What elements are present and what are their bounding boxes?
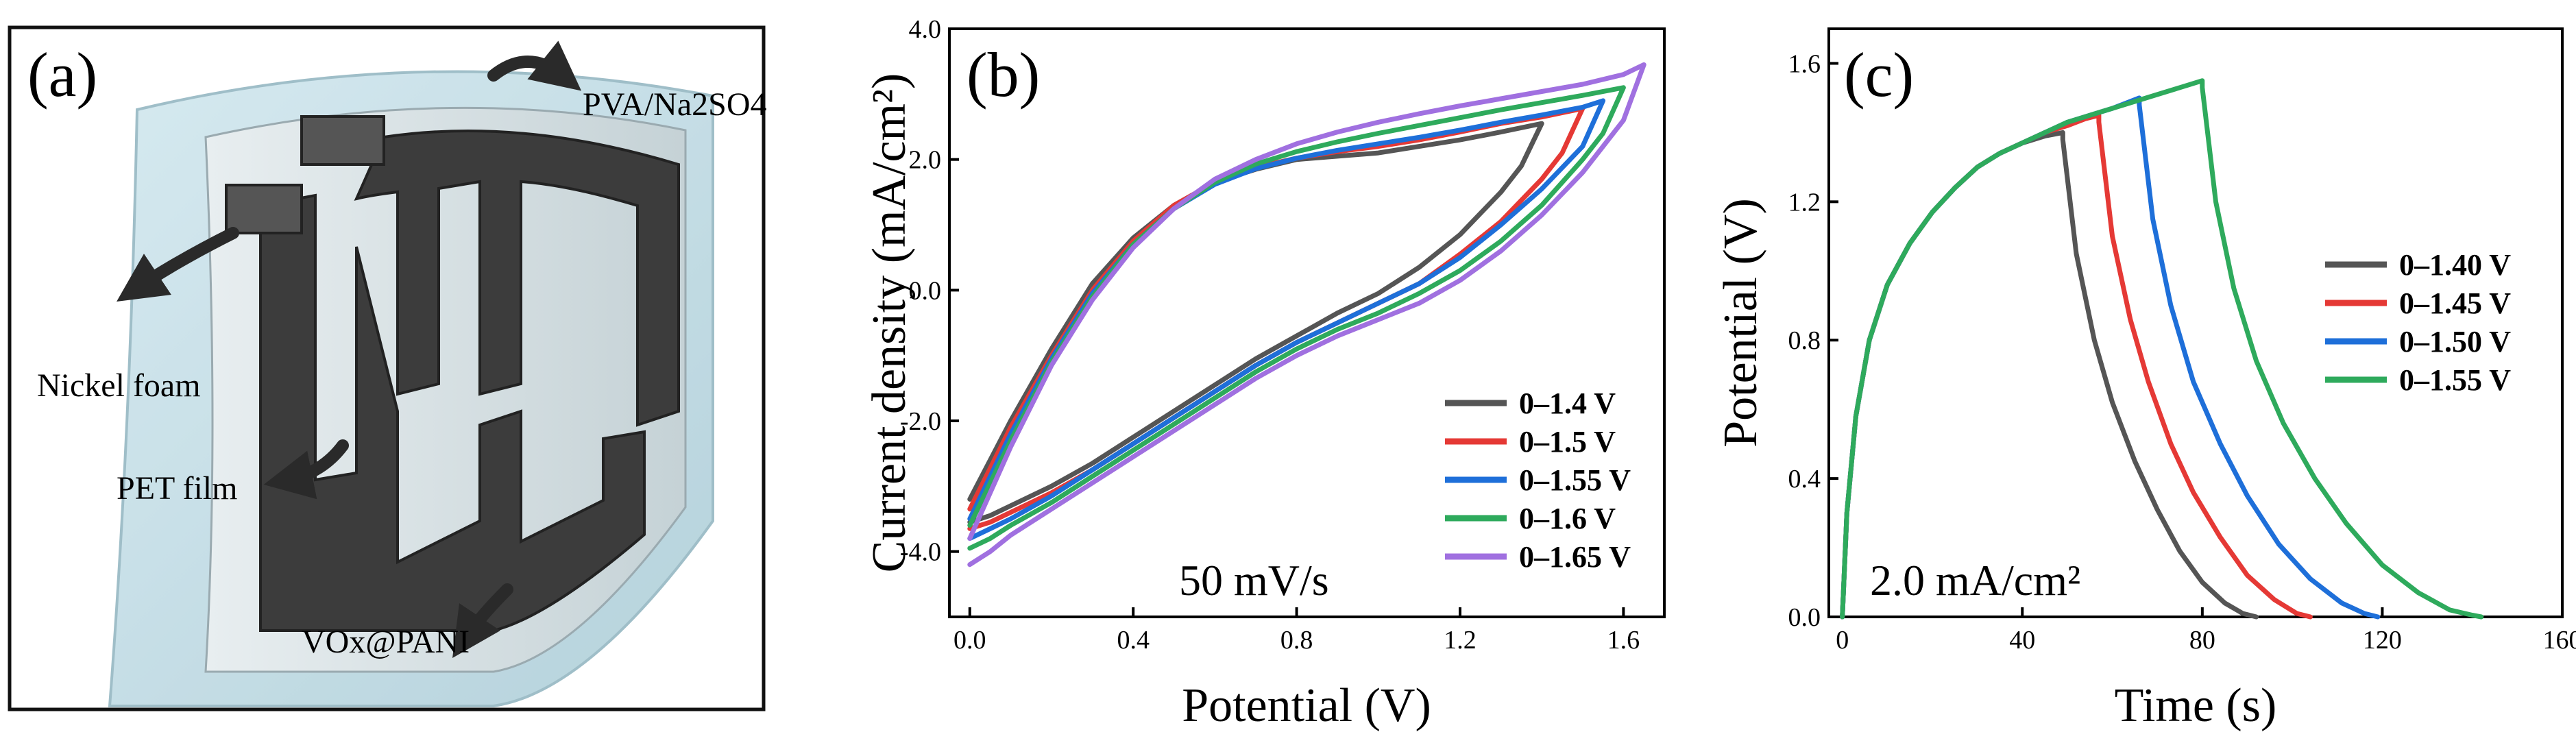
legend-entry-label: 0–1.65 V xyxy=(1519,540,1631,574)
arrow-nickel-foam xyxy=(117,227,239,302)
arrow-pet-film xyxy=(263,439,349,500)
panel-a-schematic xyxy=(8,25,766,711)
legend-entry-label: 0–1.4 V xyxy=(1519,387,1616,420)
series-line-1.4V xyxy=(967,121,1544,525)
label-pva-na2so4: PVA/Na2SO4 xyxy=(583,86,767,123)
y-tick-label: 1.6 xyxy=(1788,49,1821,78)
label-pet-film: PET film xyxy=(117,470,237,507)
cv-y-axis-label: Current density (mA/cm²) xyxy=(863,73,916,573)
y-tick-label: 0.8 xyxy=(1788,326,1821,355)
series-line-1.5V xyxy=(967,106,1585,531)
legend-entry-label: 0–1.55 V xyxy=(1519,463,1631,497)
series-line-1.4V xyxy=(1840,130,2259,620)
gcd-plot-frame xyxy=(1827,27,2564,618)
legend-entry-label: 0–1.45 V xyxy=(2399,287,2511,320)
legend-entry-label: 0–1.50 V xyxy=(2399,325,2511,358)
gcd-current-density-annotation: 2.0 mA/cm² xyxy=(1870,556,2080,605)
y-tick-label: 0.4 xyxy=(1788,465,1821,494)
y-tick-label: -4.0 xyxy=(900,538,941,567)
nickel-foam-contact-2 xyxy=(225,184,303,234)
x-tick-label: 0.4 xyxy=(1117,626,1150,655)
x-tick-label: 0.8 xyxy=(1280,626,1313,655)
y-tick-label: 0.0 xyxy=(909,276,942,305)
interdigitated-electrodes xyxy=(225,115,680,632)
label-nickel-foam: Nickel foam xyxy=(37,367,201,404)
label-voxpani: VOx@PANI xyxy=(302,624,470,660)
x-tick-label: 120 xyxy=(2363,626,2402,655)
x-tick-label: 160 xyxy=(2543,626,2576,655)
x-tick-label: 1.2 xyxy=(1444,626,1477,655)
cv-x-axis-label: Potential (V) xyxy=(1182,679,1431,732)
nickel-foam-contact-1 xyxy=(300,115,385,166)
arrow-pva xyxy=(487,40,582,91)
x-tick-label: 0.0 xyxy=(953,626,986,655)
gcd-y-axis-label: Potential (V) xyxy=(1714,198,1767,448)
legend-entry-label: 0–1.6 V xyxy=(1519,502,1616,535)
gcd-legend: 0–1.40 V 0–1.45 V 0–1.50 V 0–1.55 V xyxy=(2325,248,2511,397)
panel-a-label: (a) xyxy=(27,40,97,110)
legend-entry-label: 0–1.5 V xyxy=(1519,425,1616,459)
cv-series-lines xyxy=(967,62,1647,568)
pointer-arrows xyxy=(117,40,582,658)
cv-plot-frame xyxy=(948,27,1666,618)
y-tick-label: -2.0 xyxy=(900,407,941,436)
electrode-bottom xyxy=(259,193,646,632)
y-tick-label: 4.0 xyxy=(909,15,942,44)
cv-legend: 0–1.4 V 0–1.5 V 0–1.55 V 0–1.6 V 0–1.65 V xyxy=(1445,387,1631,574)
x-tick-label: 80 xyxy=(2189,626,2215,655)
cv-chart: 0.0 0.4 0.8 1.2 1.6 -4.0 -2.0 0.0 2.0 4.0 0–1.4 V… xyxy=(900,15,1666,655)
panel-b-label: (b) xyxy=(967,40,1040,110)
legend-entry-label: 0–1.55 V xyxy=(2399,363,2511,397)
y-tick-label: 1.2 xyxy=(1788,188,1821,217)
arrow-voxpani xyxy=(452,583,513,658)
cv-ticks: 0.0 0.4 0.8 1.2 1.6 -4.0 -2.0 0.0 2.0 4.0 xyxy=(900,15,1640,655)
cv-scan-rate-annotation: 50 mV/s xyxy=(1179,556,1329,605)
gcd-x-axis-label: Time (s) xyxy=(2115,679,2277,732)
x-tick-label: 40 xyxy=(2009,626,2035,655)
y-tick-label: 2.0 xyxy=(909,146,942,175)
series-line-1.45V xyxy=(1840,112,2313,620)
electrode-top xyxy=(354,130,680,427)
series-line-1.65V xyxy=(967,62,1647,568)
gcd-series-lines xyxy=(1840,78,2484,620)
y-tick-label: 0.0 xyxy=(1788,603,1821,632)
panel-c-label: (c) xyxy=(1844,40,1914,110)
gcd-ticks: 0 40 80 120 160 0.0 0.4 0.8 1.2 1.6 xyxy=(1788,49,2576,655)
x-tick-label: 0 xyxy=(1836,626,1849,655)
series-line-1.5V xyxy=(1840,95,2381,620)
legend-entry-label: 0–1.40 V xyxy=(2399,248,2511,282)
series-line-1.55V xyxy=(1840,78,2484,620)
x-tick-label: 1.6 xyxy=(1607,626,1640,655)
series-line-1.55V xyxy=(967,98,1606,541)
